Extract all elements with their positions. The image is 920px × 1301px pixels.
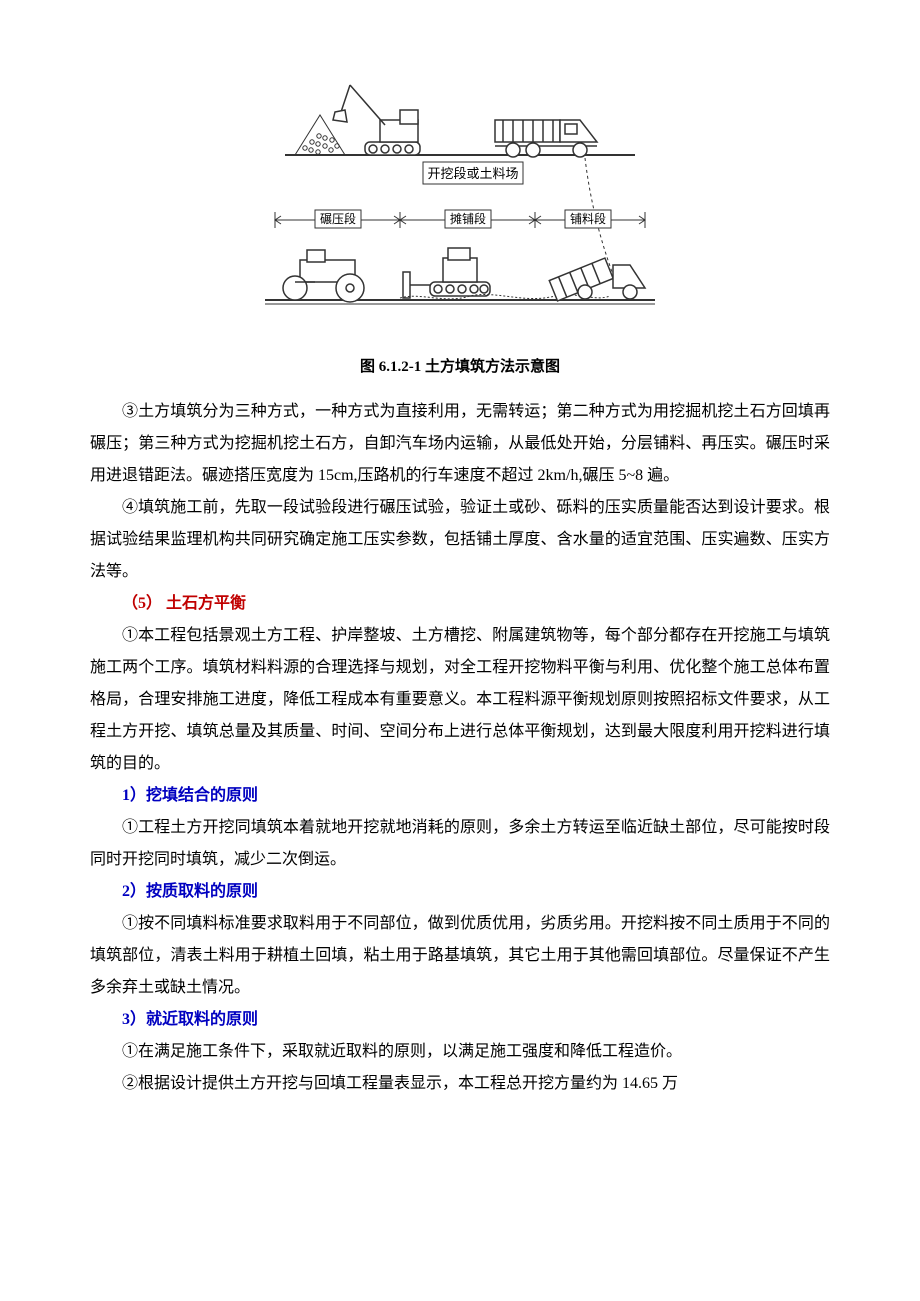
diagram-label-zone2: 摊铺段 [450,211,486,226]
heading-principle-2: 2）按质取料的原则 [90,876,830,908]
paragraph-3: ③土方填筑分为三种方式，一种方式为直接利用，无需转运；第二种方式为用挖掘机挖土石… [90,396,830,492]
diagram-label-zone1: 碾压段 [320,211,356,226]
diagram-label-top: 开挖段或土料场 [427,166,518,181]
diagram-svg: 开挖段或土料场 碾压段 摊铺段 铺料段 [245,60,675,330]
paragraph-5-1: ①本工程包括景观土方工程、护岸整坡、土方槽挖、附属建筑物等，每个部分都存在开挖施… [90,620,830,780]
paragraph-principle-2: ①按不同填料标准要求取料用于不同部位，做到优质优用，劣质劣用。开挖料按不同土质用… [90,908,830,1004]
heading-principle-1: 1）挖填结合的原则 [90,780,830,812]
filling-method-diagram: 开挖段或土料场 碾压段 摊铺段 铺料段 [90,60,830,342]
paragraph-4: ④填筑施工前，先取一段试验段进行碾压试验，验证土或砂、砾料的压实质量能否达到设计… [90,492,830,588]
paragraph-principle-3b: ②根据设计提供土方开挖与回填工程量表显示，本工程总开挖方量约为 14.65 万 [90,1068,830,1100]
diagram-label-zone3: 铺料段 [570,211,606,226]
paragraph-principle-3a: ①在满足施工条件下，采取就近取料的原则，以满足施工强度和降低工程造价。 [90,1036,830,1068]
paragraph-principle-1: ①工程土方开挖同填筑本着就地开挖就地消耗的原则，多余土方转运至临近缺土部位，尽可… [90,812,830,876]
heading-earthwork-balance: （5） 土石方平衡 [90,588,830,620]
figure-caption: 图 6.1.2-1 土方填筑方法示意图 [90,352,830,382]
heading-principle-3: 3）就近取料的原则 [90,1004,830,1036]
